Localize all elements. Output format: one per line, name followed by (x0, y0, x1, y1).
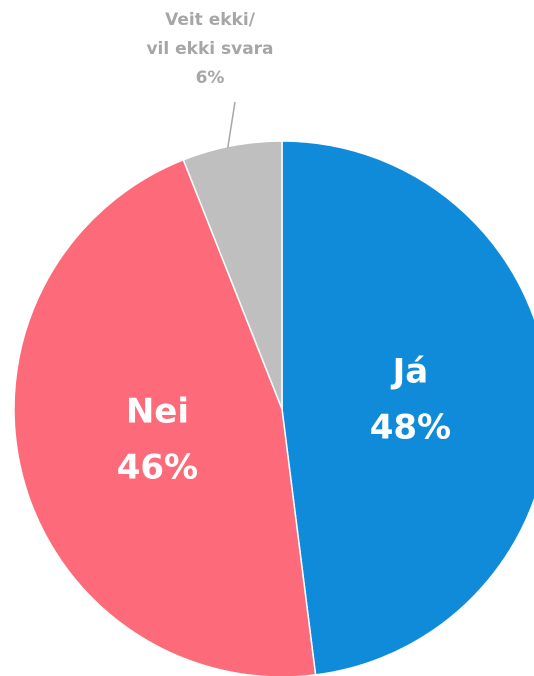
slice-value-label: 6% (196, 68, 225, 88)
slice-label: Nei (126, 391, 189, 431)
pie-slice (281, 140, 534, 676)
slice-value-label: 48% (370, 407, 451, 447)
leader-line (227, 101, 236, 148)
pie-slice (13, 158, 317, 676)
slice-label: Veit ekki/vil ekki svara (146, 10, 273, 59)
pie-slice (182, 140, 283, 410)
slice-value-label: 46% (117, 447, 198, 487)
slice-label: Já (391, 351, 429, 391)
